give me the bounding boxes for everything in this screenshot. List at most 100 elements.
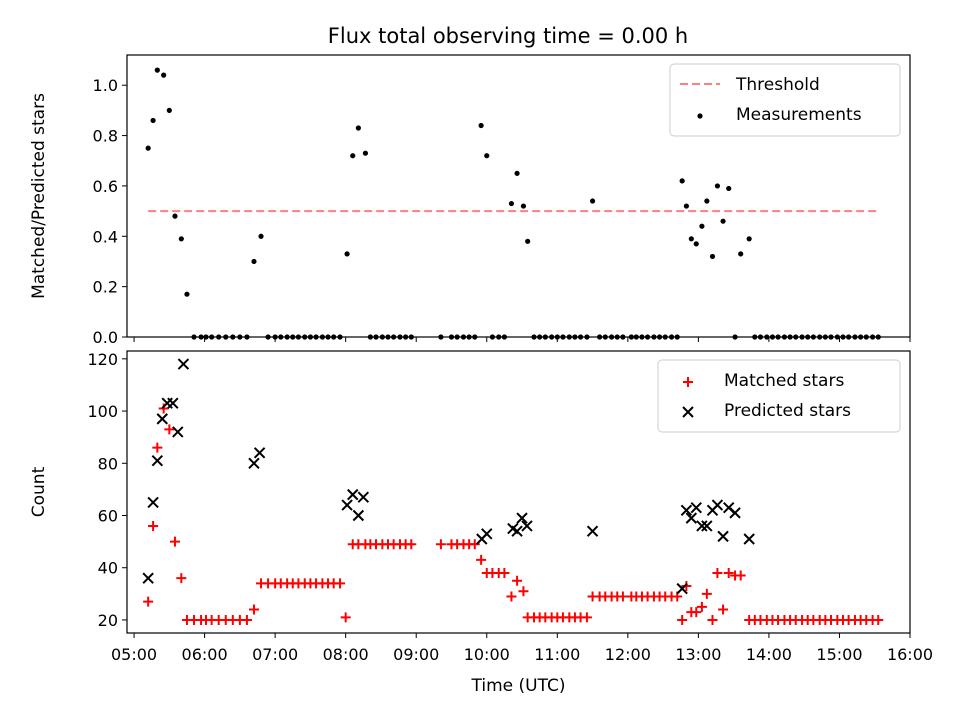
matched-star-point bbox=[340, 612, 351, 623]
predicted-star-point bbox=[685, 512, 698, 524]
x-tick-label: 08:00 bbox=[323, 645, 369, 664]
x-tick-label: 09:00 bbox=[393, 645, 439, 664]
measurement-point bbox=[738, 251, 744, 257]
axes-frame bbox=[126, 350, 911, 634]
legend: Threshold Measurements bbox=[669, 63, 901, 137]
measurement-point bbox=[693, 241, 699, 247]
matched-star-point bbox=[406, 539, 417, 550]
chart-title: Flux total observing time = 0.00 h bbox=[328, 24, 688, 48]
x-tick-label: 11:00 bbox=[534, 645, 580, 664]
matched-star-point bbox=[712, 567, 723, 578]
y-tick-label: 60 bbox=[98, 507, 118, 526]
measurement-point bbox=[258, 233, 264, 239]
matched-star-point bbox=[248, 604, 259, 615]
x-axis-label: Time (UTC) bbox=[471, 676, 566, 696]
matched-star-point bbox=[164, 424, 175, 435]
measurement-point bbox=[688, 236, 694, 242]
legend-box bbox=[669, 63, 901, 137]
matched-star-point bbox=[735, 570, 746, 581]
predicted-star-point bbox=[352, 509, 365, 522]
matched-star-point bbox=[476, 554, 487, 565]
matched-star-point bbox=[723, 567, 734, 578]
matched-star-point bbox=[335, 578, 346, 589]
x-tick-label: 07:00 bbox=[252, 645, 298, 664]
predicted-star-point bbox=[172, 426, 184, 438]
matched-star-point bbox=[701, 588, 712, 599]
measurement-point bbox=[355, 125, 361, 131]
measurement-point bbox=[178, 236, 184, 242]
measurement-point bbox=[184, 291, 190, 297]
y-tick-label: 120 bbox=[87, 350, 118, 369]
measurement-point bbox=[683, 203, 689, 209]
predicted-star-point bbox=[729, 507, 741, 519]
measurement-point bbox=[679, 178, 685, 184]
y-tick-label: 1.0 bbox=[93, 76, 118, 95]
legend: Matched stars Predicted stars bbox=[657, 359, 901, 433]
matched-star-point bbox=[707, 614, 718, 625]
measurement-point bbox=[145, 145, 151, 151]
axes-frame bbox=[126, 54, 911, 338]
predicted-star-point bbox=[743, 533, 755, 545]
bottom-axes: 20 40 60 80 100 120 05:00 06:00 07:00 08:00 09:00 1… bbox=[29, 350, 933, 696]
matched-star-point bbox=[143, 596, 154, 607]
predicted-star-point bbox=[357, 491, 370, 503]
measurement-point bbox=[362, 150, 369, 156]
top-axes: 0.0 0.2 0.4 0.6 0.8 1.0 Matched/Predicted star… bbox=[29, 54, 911, 347]
matched-star-point bbox=[677, 614, 688, 625]
matched-star-point bbox=[518, 586, 529, 597]
x-tick-label: 14:00 bbox=[746, 645, 792, 664]
matched-star-point bbox=[617, 591, 628, 602]
measurement-point bbox=[350, 153, 356, 159]
matched-star-point bbox=[152, 442, 163, 453]
legend-measurement-swatch bbox=[697, 113, 703, 119]
legend-label: Matched stars bbox=[724, 371, 844, 391]
legend-predicted-swatch bbox=[682, 406, 694, 418]
predicted-star-point bbox=[151, 454, 164, 467]
predicted-star-point bbox=[253, 447, 266, 459]
predicted-star-point bbox=[696, 520, 708, 532]
measurement-point bbox=[154, 67, 160, 73]
predicted-star-point bbox=[142, 572, 154, 584]
predicted-star-point bbox=[690, 501, 702, 514]
matched-star-point bbox=[873, 614, 884, 625]
matched-star-point bbox=[176, 573, 187, 584]
y-axis-label: Count bbox=[29, 466, 49, 517]
measurement-point bbox=[344, 251, 350, 257]
predicted-star-point bbox=[177, 358, 190, 370]
predicted-star-point bbox=[521, 520, 533, 532]
measurement-point bbox=[150, 117, 156, 124]
predicted-star-point bbox=[511, 525, 523, 537]
measurement-point bbox=[251, 258, 257, 265]
measurement-point bbox=[520, 203, 527, 209]
measurement-point bbox=[525, 238, 531, 244]
matched-star-point bbox=[148, 520, 159, 531]
x-tick-label: 05:00 bbox=[111, 645, 157, 664]
matched-star-point bbox=[506, 591, 517, 602]
measurement-point bbox=[514, 170, 520, 176]
predicted-star-point bbox=[481, 528, 493, 540]
measurement-point bbox=[720, 218, 726, 224]
x-tick-label: 13:00 bbox=[675, 645, 721, 664]
matched-star-point bbox=[241, 614, 252, 625]
y-tick-label: 0.4 bbox=[93, 227, 118, 246]
predicted-star-point bbox=[341, 499, 353, 511]
y-tick-label: 0.6 bbox=[93, 177, 118, 196]
measurement-point bbox=[484, 153, 490, 159]
legend-box bbox=[657, 359, 901, 433]
x-tick-label: 12:00 bbox=[605, 645, 651, 664]
measurement-point bbox=[726, 185, 732, 192]
measurement-point bbox=[508, 200, 515, 207]
measurement-point bbox=[746, 236, 752, 242]
matched-star-point bbox=[718, 604, 729, 615]
y-axis-label: Matched/Predicted stars bbox=[29, 93, 49, 299]
y-tick-label: 0.0 bbox=[93, 328, 118, 347]
predicted-star-point bbox=[680, 504, 693, 516]
predicted-star-point bbox=[676, 582, 688, 595]
measurement-point bbox=[714, 183, 721, 189]
legend-matched-swatch bbox=[683, 377, 693, 387]
predicted-star-point bbox=[717, 530, 729, 543]
predicted-star-point bbox=[711, 499, 724, 511]
x-tick-label: 10:00 bbox=[464, 645, 510, 664]
legend-label: Measurements bbox=[736, 105, 862, 125]
matched-star-point bbox=[681, 581, 692, 591]
